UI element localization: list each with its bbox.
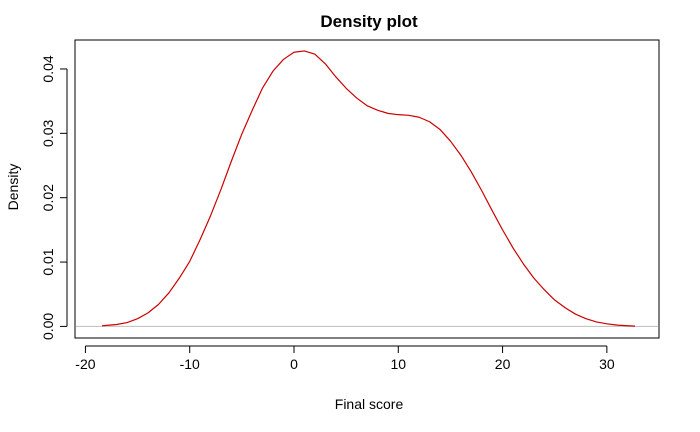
y-tick-label: 0.02 [40,184,56,211]
x-tick-label: 0 [290,356,298,372]
y-tick-label: 0.04 [40,55,56,82]
x-axis: -20 -10 0 10 20 30 [75,345,615,372]
x-tick-label: 20 [495,356,511,372]
y-axis-label: Density [5,164,21,211]
y-axis: 0.00 0.01 0.02 0.03 0.04 [40,55,68,340]
x-tick-label: 10 [390,356,406,372]
density-curve [102,50,636,327]
y-tick-label: 0.00 [40,313,56,340]
x-axis-label: Final score [335,396,404,412]
plot-frame [74,39,660,339]
chart-title: Density plot [320,12,418,31]
y-tick-label: 0.03 [40,119,56,146]
x-tick-label: 30 [599,356,615,372]
y-tick-label: 0.01 [40,248,56,275]
x-tick-label: -20 [75,356,95,372]
x-tick-label: -10 [180,356,200,372]
